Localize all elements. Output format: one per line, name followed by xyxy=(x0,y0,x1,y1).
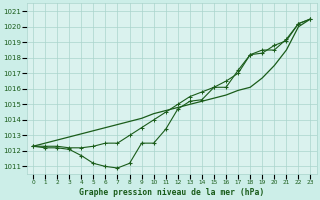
X-axis label: Graphe pression niveau de la mer (hPa): Graphe pression niveau de la mer (hPa) xyxy=(79,188,264,197)
